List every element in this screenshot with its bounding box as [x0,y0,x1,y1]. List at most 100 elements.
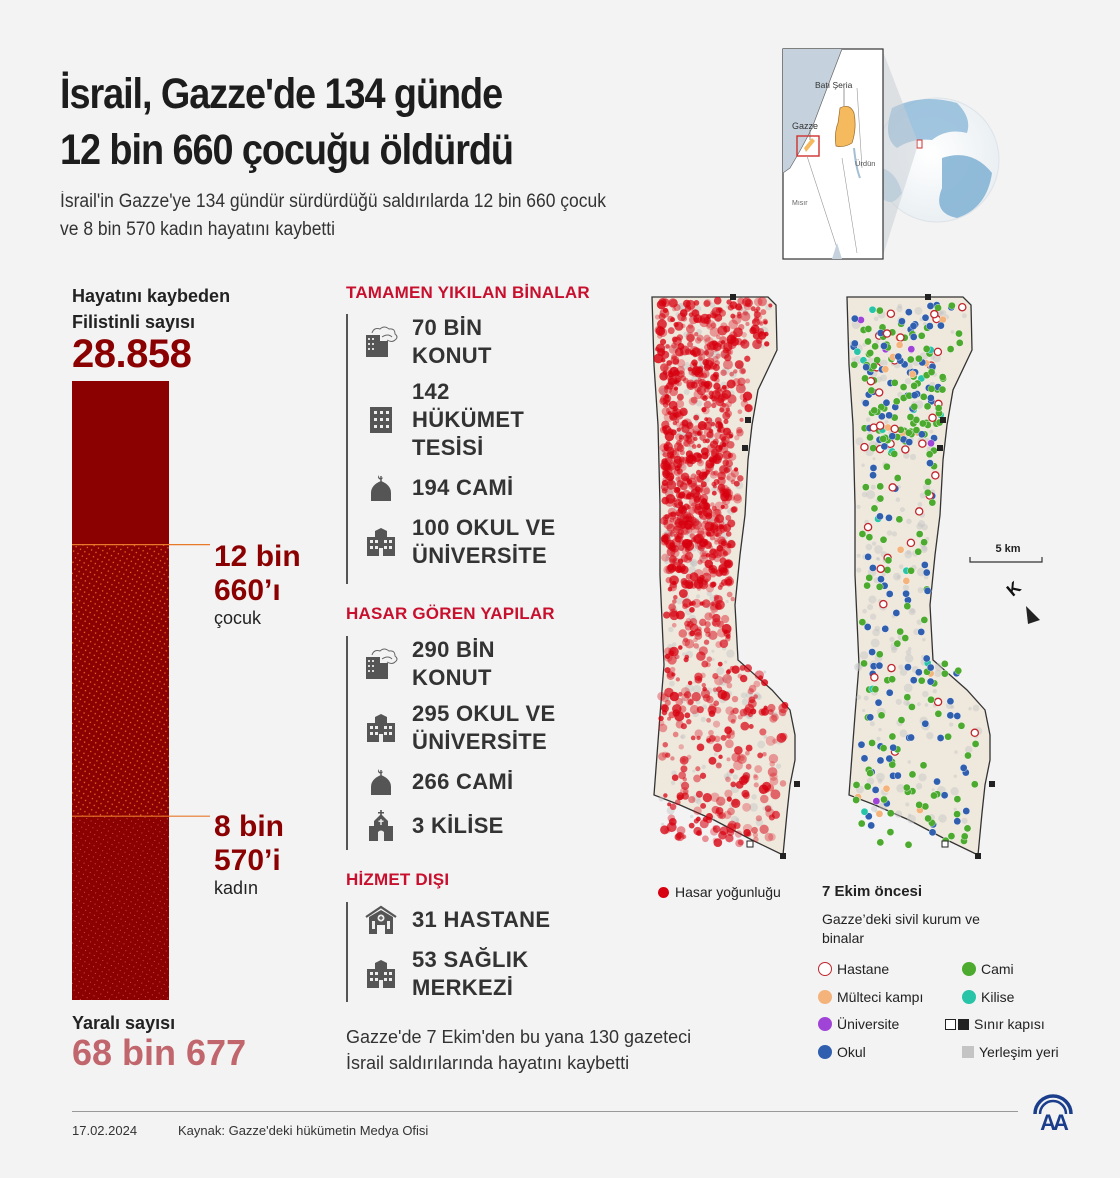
damage-mark [676,463,682,469]
settlement-mark [685,361,689,366]
footer-source: Kaynak: Gazze'deki hükümetin Medya Ofisi [178,1123,429,1138]
damage-mark [714,706,722,714]
damage-mark [731,695,739,703]
settlement-mark [724,660,728,664]
settlement-mark [934,669,942,678]
damage-mark [742,297,752,307]
section-title-damaged: HASAR GÖREN YAPILAR [346,604,555,623]
damage-mark [711,340,718,347]
damage-mark [708,428,713,434]
school-point [869,564,877,572]
mosque-point [919,419,927,428]
school-point [905,438,914,446]
damage-mark [658,723,668,733]
settlement-mark [871,541,877,546]
damage-mark [657,691,666,701]
damage-mark [696,348,705,356]
damage-mark [767,709,774,715]
damage-mark [688,796,696,804]
damage-mark [686,504,692,509]
stat-text-line: 3 KİLİSE [412,813,504,838]
hospital-point [928,413,937,423]
settlement-mark [664,556,671,562]
damage-mark [710,361,715,366]
damage-mark [703,400,712,409]
school-point [922,654,931,663]
damage-mark [734,830,743,838]
border-crossing-marker [925,294,931,300]
damage-mark [671,622,677,628]
damage-mark [737,475,744,482]
settlement-mark [954,750,958,754]
damage-mark [706,695,714,704]
stat-text: 290 BİN KONUT [412,636,495,692]
damage-mark [669,517,675,523]
damage-mark [727,713,737,723]
damage-mark [738,324,745,331]
stat-text-line: 53 SAĞLIK [412,947,529,972]
hospital-point [896,333,905,342]
school-point [905,308,913,316]
institution-points-layer [849,301,980,849]
damage-mark [771,713,779,722]
deaths-label-line-1: Hayatını kaybeden [72,286,231,306]
damage-mark [709,534,716,541]
damage-mark [727,807,735,816]
damage-mark [759,728,767,736]
settlement-mark [917,502,923,507]
damage-mark [695,790,703,798]
church-marker-icon [962,989,976,1004]
damage-mark [665,564,675,575]
damage-mark [657,333,663,339]
damage-mark [701,682,706,688]
mosque-point [884,556,893,565]
mosque-point [917,331,926,340]
mosque-point [886,809,895,818]
aa-logo: AA [1033,1094,1073,1132]
damage-mark [669,299,678,308]
refugee-camp-marker-icon [818,989,832,1004]
damage-mark [745,378,751,384]
damage-mark [667,315,674,323]
damage-mark [701,407,707,413]
damage-mark [728,452,737,461]
settlement-mark [861,463,865,467]
damage-mark [672,709,680,717]
damage-mark [677,501,683,507]
damage-mark [703,344,711,351]
damage-mark [676,439,682,446]
settlement-mark [713,752,718,756]
stat-text: 194 CAMİ [412,474,513,502]
damage-mark [724,354,732,362]
damage-mark [708,545,714,550]
settlement-mark [961,313,967,319]
damage-mark [697,559,703,565]
settlement-mark [894,810,903,818]
damage-mark [716,686,723,693]
damage-mark [725,459,734,468]
damage-mark [719,524,724,530]
damage-mark [669,581,677,589]
damage-mark [741,332,747,338]
school-point [864,553,872,561]
settlement-mark [940,311,944,315]
damage-mark [737,839,744,846]
damage-mark [694,729,703,738]
mosque-point [906,413,915,421]
scale-bar: 5 km [969,543,1043,563]
damage-mark [711,505,717,511]
mosque-point [869,444,877,452]
mosque-point [890,450,899,458]
settlement-mark [726,649,735,658]
border-crossing-open-icon [945,1018,956,1030]
damage-mark [670,756,675,761]
mosque-point [906,355,915,364]
damage-mark [715,599,725,610]
damage-mark [752,331,761,340]
damage-mark [672,516,681,525]
settlement-mark [964,745,973,754]
damage-mark [725,739,734,749]
damage-mark [712,355,719,363]
damage-mark [737,409,743,415]
damage-mark [678,645,683,650]
